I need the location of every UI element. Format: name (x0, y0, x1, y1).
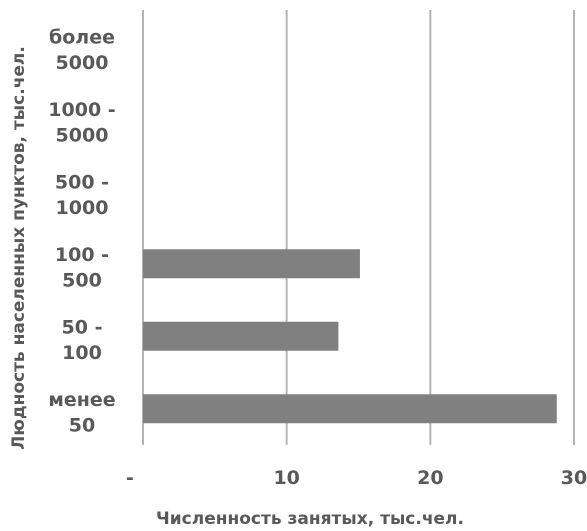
bar (143, 394, 557, 424)
x-tick-label: 10 (273, 467, 299, 489)
x-tick-labels: - 10 20 30 (126, 467, 587, 489)
y-tick-label: 100 -500 (55, 244, 109, 292)
x-axis-title: Численность занятых, тыс.чел. (156, 509, 464, 529)
y-tick-label: менее 50 (48, 389, 115, 437)
x-tick-label: 30 (561, 467, 587, 489)
y-tick-labels: менее 50 50 -100 100 -500 500 -1000 1000 -500… (48, 26, 115, 436)
x-tick-label: - (126, 467, 134, 489)
bars (143, 249, 557, 424)
bar (143, 321, 339, 351)
gridlines (142, 10, 575, 445)
x-tick-label: 20 (417, 467, 443, 489)
y-tick-label: 1000 -5000 (48, 99, 115, 147)
bar (143, 249, 360, 279)
y-axis-title: Людность населенных пунктов, тыс.чел. (9, 46, 29, 450)
y-tick-label: 500 -1000 (55, 171, 109, 219)
y-tick-label: более 5000 (49, 26, 115, 74)
y-tick-label: 50 -100 (62, 316, 103, 364)
